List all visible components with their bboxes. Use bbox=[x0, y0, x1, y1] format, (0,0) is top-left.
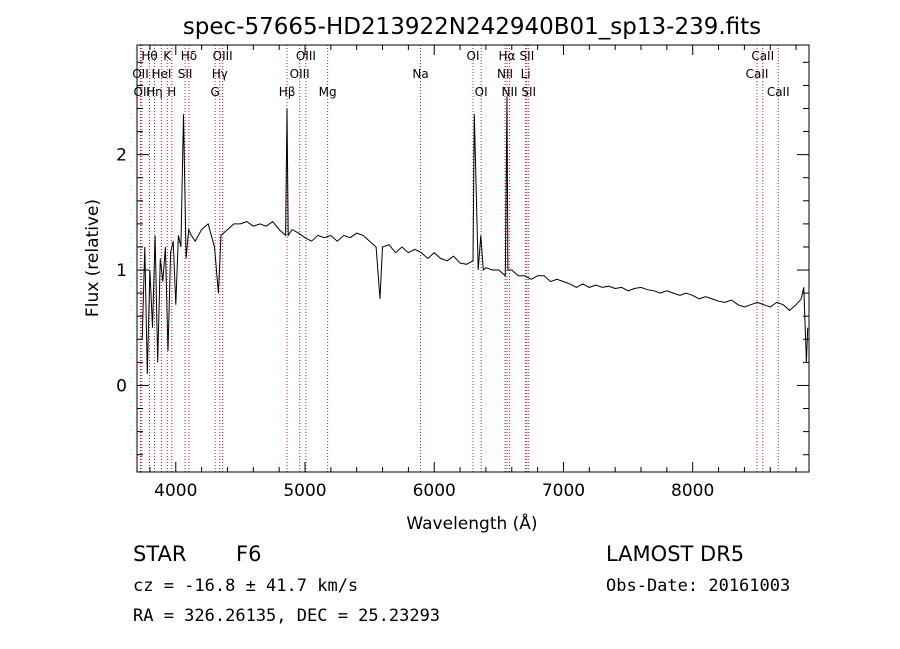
x-tick-label-0: 4000 bbox=[154, 481, 197, 501]
line-marker-label-22: Li bbox=[521, 67, 531, 81]
x-tick-label-2: 6000 bbox=[413, 481, 456, 501]
plot-frame bbox=[136, 44, 810, 473]
line-marker-label-1: OII bbox=[134, 85, 151, 99]
spectral-line-markers bbox=[139, 45, 779, 472]
line-marker-label-26: CaII bbox=[751, 49, 774, 63]
line-marker-label-13: OIII bbox=[290, 67, 310, 81]
line-marker-label-19: NII bbox=[497, 67, 513, 81]
line-marker-label-15: Mg bbox=[319, 85, 337, 99]
line-marker-label-25: CaII bbox=[746, 67, 769, 81]
line-marker-label-8: Hδ bbox=[181, 49, 197, 63]
object-subclass: F6 bbox=[236, 542, 261, 566]
obs-date: Obs-Date: 20161003 bbox=[606, 576, 790, 596]
coordinates: RA = 326.26135, DEC = 25.23293 bbox=[133, 606, 440, 626]
redshift-text: cz = -16.8 ± 41.7 km/s bbox=[133, 576, 358, 596]
line-marker-label-2: Hθ bbox=[141, 49, 157, 63]
line-marker-label-3: Hη bbox=[146, 85, 163, 99]
spectrum-line bbox=[141, 96, 809, 374]
chart-title: spec-57665-HD213922N242940B01_sp13-239.f… bbox=[183, 14, 761, 40]
plot-area: OIIOIIHθHηHeIKHSIIHδGHγOIIIHβOIIIOIIIMgN… bbox=[116, 44, 810, 501]
line-marker-label-18: OI bbox=[475, 85, 488, 99]
spectral-line-labels: OIIOIIHθHηHeIKHSIIHδGHγOIIIHβOIIIOIIIMgN… bbox=[132, 49, 789, 99]
line-marker-label-9: G bbox=[211, 85, 220, 99]
line-marker-label-0: OII bbox=[132, 67, 149, 81]
line-marker-label-6: H bbox=[167, 85, 176, 99]
line-marker-label-14: OIII bbox=[296, 49, 316, 63]
line-marker-label-27: CaII bbox=[767, 85, 790, 99]
y-tick-label-2: 2 bbox=[116, 146, 127, 166]
x-tick-label-3: 7000 bbox=[542, 481, 585, 501]
line-marker-label-5: K bbox=[163, 49, 172, 63]
axis-tick-labels: 4000 5000 6000 7000 8000 0 1 2 bbox=[116, 146, 714, 501]
line-marker-label-17: OI bbox=[467, 49, 480, 63]
line-marker-label-24: SII bbox=[521, 85, 536, 99]
line-marker-label-11: OIII bbox=[213, 49, 233, 63]
y-axis-label: Flux (relative) bbox=[83, 199, 103, 317]
y-tick-label-0: 0 bbox=[116, 376, 127, 396]
survey-name: LAMOST DR5 bbox=[606, 542, 744, 566]
line-marker-label-7: SII bbox=[178, 67, 193, 81]
y-tick-label-1: 1 bbox=[116, 261, 127, 281]
line-marker-label-16: Na bbox=[412, 67, 428, 81]
line-marker-label-10: Hγ bbox=[212, 67, 228, 81]
line-marker-label-20: Hα bbox=[499, 49, 516, 63]
x-tick-label-4: 8000 bbox=[671, 481, 714, 501]
x-axis-label: Wavelength (Å) bbox=[406, 512, 537, 534]
x-tick-label-1: 5000 bbox=[283, 481, 326, 501]
axis-ticks bbox=[137, 45, 809, 472]
object-class: STAR bbox=[133, 542, 186, 566]
line-marker-label-21: NII bbox=[502, 85, 518, 99]
line-marker-label-12: Hβ bbox=[279, 85, 296, 99]
line-marker-label-4: HeI bbox=[151, 67, 171, 81]
line-marker-label-23: SII bbox=[520, 49, 535, 63]
